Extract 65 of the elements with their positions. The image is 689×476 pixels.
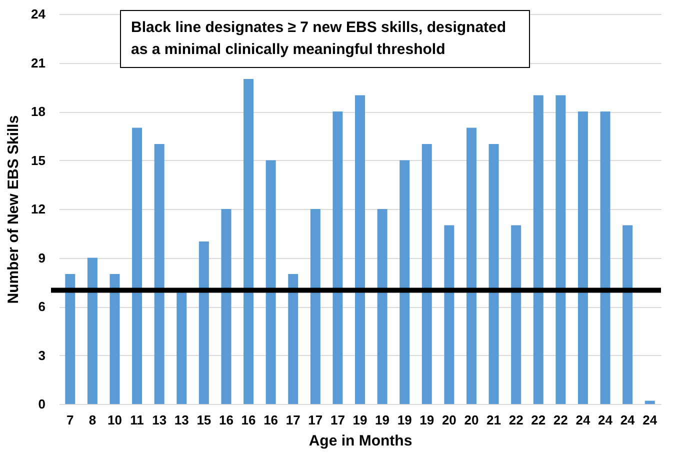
bar (198, 242, 209, 404)
x-tick-label: 19 (420, 412, 434, 428)
y-tick-label: 9 (38, 250, 46, 266)
bar (600, 112, 610, 404)
bar (110, 274, 120, 404)
x-tick-label: 22 (508, 412, 524, 428)
bar (132, 128, 142, 404)
x-tick-label: 24 (620, 412, 636, 428)
bar (422, 144, 432, 404)
x-tick-label: 19 (352, 412, 368, 428)
x-tick-label: 17 (330, 412, 345, 428)
x-axis-title: Age in Months (308, 432, 412, 450)
x-tick-label: 16 (264, 412, 278, 428)
bar (332, 112, 343, 404)
x-tick-label: 17 (286, 412, 300, 428)
x-tick-label: 16 (241, 412, 256, 428)
x-tick-label: 22 (531, 412, 546, 428)
x-tick-label: 20 (464, 412, 479, 428)
x-tick-label: 19 (397, 412, 412, 428)
bar (488, 144, 499, 404)
bar (444, 225, 454, 404)
bar (400, 160, 410, 404)
x-tick-label: 15 (196, 412, 212, 428)
x-tick-label: 24 (598, 412, 614, 428)
x-tick-label: 19 (375, 412, 390, 428)
x-tick-label: 16 (218, 412, 234, 428)
bar (244, 79, 254, 404)
y-tick-label: 18 (31, 104, 46, 119)
y-tick-label: 12 (31, 202, 46, 216)
bar (644, 400, 655, 404)
bar (310, 209, 320, 404)
x-tick-label: 10 (108, 412, 122, 428)
bar (556, 95, 566, 404)
bar (355, 95, 365, 404)
y-tick-label: 21 (31, 55, 46, 70)
x-tick-label: 21 (486, 412, 502, 428)
bar (578, 112, 588, 404)
bar (533, 95, 544, 404)
bar (466, 128, 476, 404)
x-tick-label: 7 (66, 412, 74, 428)
y-tick-label: 24 (31, 6, 46, 22)
y-tick-label: 0 (38, 396, 46, 412)
x-tick-label: 13 (152, 412, 167, 428)
x-tick-label: 20 (442, 412, 456, 428)
bar (511, 225, 522, 404)
bar (288, 274, 298, 404)
bar (65, 274, 76, 404)
y-axis-title: Number of New EBS Skills (5, 115, 22, 304)
x-tick-label: 11 (130, 412, 144, 428)
bar (377, 209, 388, 404)
bar (221, 209, 232, 404)
y-tick-label: 6 (38, 299, 46, 314)
bar (154, 144, 164, 404)
x-tick-label: 17 (308, 412, 323, 428)
x-tick-label: 13 (174, 412, 189, 428)
bar (87, 258, 98, 404)
bar (266, 160, 276, 404)
y-tick-label: 15 (31, 152, 46, 168)
x-tick-label: 22 (553, 412, 568, 428)
x-tick-label: 24 (576, 412, 591, 428)
bar (622, 225, 633, 404)
annotation: Black line designates ≥ 7 new EBS skills, designated as a minimal clinically meaningful threshold (120, 10, 530, 68)
y-tick-label: 3 (38, 348, 46, 363)
x-tick-label: 24 (642, 412, 658, 428)
x-tick-label: 8 (88, 412, 96, 428)
